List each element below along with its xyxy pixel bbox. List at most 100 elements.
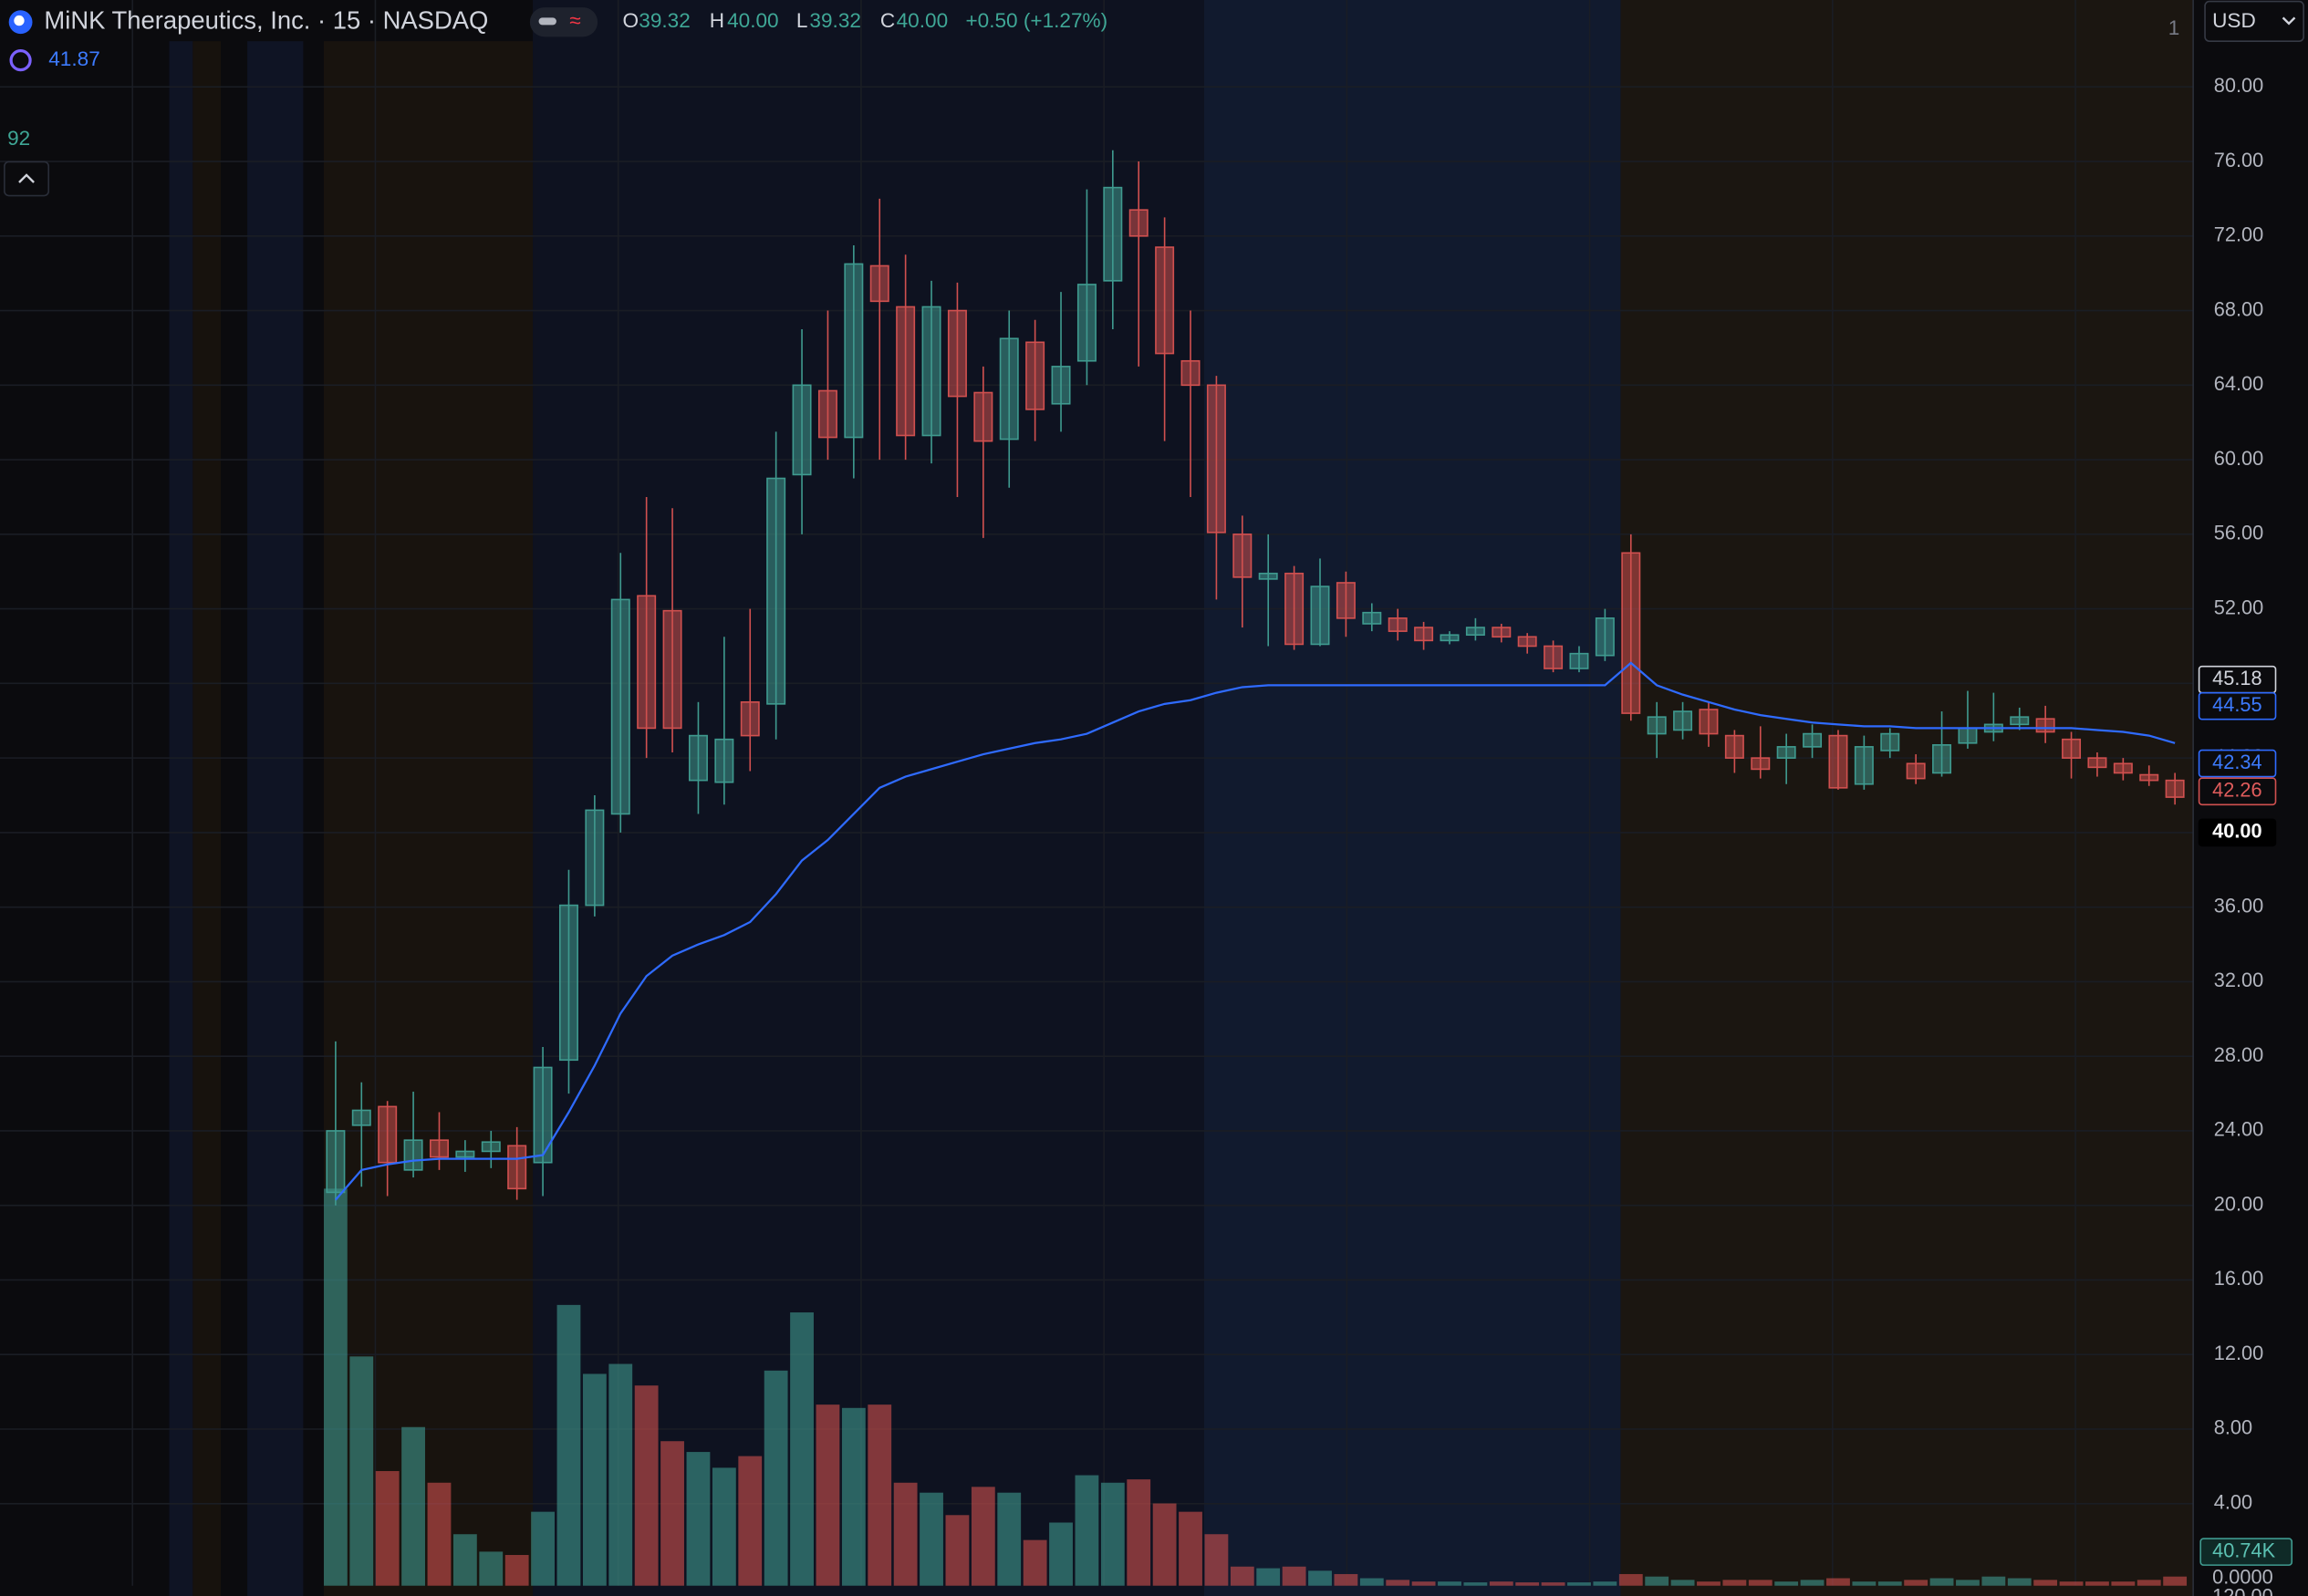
candle-body <box>1336 582 1356 619</box>
volume-bar <box>1981 1576 2006 1586</box>
volume-bar <box>1463 1582 1488 1586</box>
ohlc-value: 40.00 <box>897 9 949 32</box>
volume-bar <box>1100 1482 1125 1586</box>
candle-body <box>1854 746 1874 785</box>
second-indicator-value: 92 <box>7 127 30 150</box>
volume-bar <box>349 1356 374 1586</box>
candle-body <box>844 263 864 439</box>
candle-body <box>1569 652 1589 669</box>
volume-bar <box>816 1404 840 1586</box>
last-value-label: 40.00 <box>2212 820 2261 843</box>
currency-dropdown[interactable] <box>2204 0 2304 42</box>
volume-bar <box>1593 1581 1617 1586</box>
currency-label[interactable]: USD <box>2212 9 2256 32</box>
vwap-line <box>335 661 2176 1201</box>
ohlc-key: C <box>880 9 895 32</box>
candle-body <box>1232 534 1253 578</box>
candle-body <box>2087 757 2107 769</box>
volume-bar <box>2136 1580 2161 1586</box>
volume-bar <box>1904 1580 1929 1586</box>
volume-bar <box>997 1492 1022 1586</box>
volume-bar <box>1800 1580 1825 1586</box>
volume-bar <box>427 1482 452 1586</box>
symbol-title[interactable]: MiNK Therapeutics, Inc. · 15 · NASDAQ <box>44 5 488 34</box>
volume-bar <box>1722 1580 1747 1586</box>
volume-bar <box>401 1426 425 1586</box>
candle-body <box>1465 627 1485 637</box>
indicator-lines <box>335 661 2176 1201</box>
volume-bar <box>1748 1580 1773 1586</box>
candles <box>326 150 2185 1206</box>
volume-bar <box>1852 1581 1877 1586</box>
vertical-grid <box>131 0 2076 1586</box>
candle-body <box>792 384 812 476</box>
dropdown-arrow <box>2282 16 2296 26</box>
ohlc-change: +0.50 (+1.27%) <box>965 9 1107 32</box>
indicator-icon[interactable] <box>9 49 32 72</box>
candle-body <box>429 1139 449 1158</box>
volume-bar <box>1956 1580 1980 1586</box>
candle-body <box>1051 366 1071 405</box>
volume-bar <box>1282 1566 1306 1586</box>
volume-bar <box>945 1515 970 1586</box>
last-value-box <box>2198 691 2277 720</box>
volume-bar <box>531 1511 555 1586</box>
volume-bar <box>920 1492 943 1586</box>
volume-bar <box>660 1441 684 1586</box>
volume-bar <box>1179 1511 1202 1586</box>
volume-bar <box>608 1363 633 1586</box>
volume-bar <box>790 1312 814 1586</box>
volume-axis-label: 120.00 <box>2212 1584 2273 1596</box>
volume-bar <box>1359 1578 1384 1586</box>
y-tick-label: 80.00 <box>2214 74 2263 97</box>
candle-body <box>1647 716 1667 735</box>
candle-body <box>688 734 708 782</box>
volume-bar <box>2163 1576 2188 1586</box>
ohlc-key: H <box>710 9 724 32</box>
candle-body <box>1284 572 1305 646</box>
candle-body <box>455 1150 475 1158</box>
indicator-value: 41.87 <box>48 47 100 70</box>
volume-bar <box>479 1551 504 1586</box>
status-badge[interactable] <box>529 7 598 37</box>
volume-bar <box>2033 1580 2058 1586</box>
y-tick-label: 72.00 <box>2214 223 2263 246</box>
last-value-label: 42.34 <box>2212 751 2261 773</box>
volume-bar <box>1152 1503 1177 1586</box>
volume-bar <box>1230 1566 1254 1586</box>
y-tick-label: 20.00 <box>2214 1192 2263 1215</box>
volume-bar <box>1826 1578 1850 1586</box>
last-value-box <box>2198 749 2277 778</box>
candle-body <box>1595 617 1615 657</box>
y-tick-label: 8.00 <box>2214 1416 2252 1439</box>
ohlc-value: 39.32 <box>809 9 861 32</box>
last-value-label: 42.26 <box>2212 778 2261 801</box>
price-axis: 4.00 8.00 12.00 16.00 20.00 24.00 28.00 32.00 36… <box>2198 74 2293 1596</box>
volume-bar <box>1438 1581 1461 1586</box>
volume-bar <box>841 1407 866 1586</box>
candle-body <box>1155 246 1175 355</box>
candle-body <box>740 701 760 737</box>
candle-body <box>896 306 916 437</box>
volume-label-box <box>2199 1538 2293 1566</box>
volume-label: 40.74K <box>2212 1539 2275 1561</box>
candle-body <box>558 904 578 1062</box>
collapse-button[interactable] <box>4 161 50 197</box>
candle-body <box>1076 284 1097 362</box>
volume-bar <box>1645 1576 1669 1586</box>
candle-body <box>1128 209 1149 237</box>
candle-body <box>1258 572 1278 580</box>
ohlc-key: O <box>623 9 639 32</box>
candle-body <box>869 264 889 303</box>
volume-bar <box>2007 1578 2032 1586</box>
candle-body <box>1492 627 1512 638</box>
candle-body <box>351 1109 371 1126</box>
y-tick-label: 76.00 <box>2214 149 2263 171</box>
y-tick-label: 28.00 <box>2214 1043 2263 1066</box>
candle-body <box>610 598 630 815</box>
volume-bar <box>971 1487 995 1586</box>
candle-body <box>403 1139 423 1171</box>
candle-body <box>507 1145 527 1190</box>
candle-body <box>1180 359 1201 387</box>
